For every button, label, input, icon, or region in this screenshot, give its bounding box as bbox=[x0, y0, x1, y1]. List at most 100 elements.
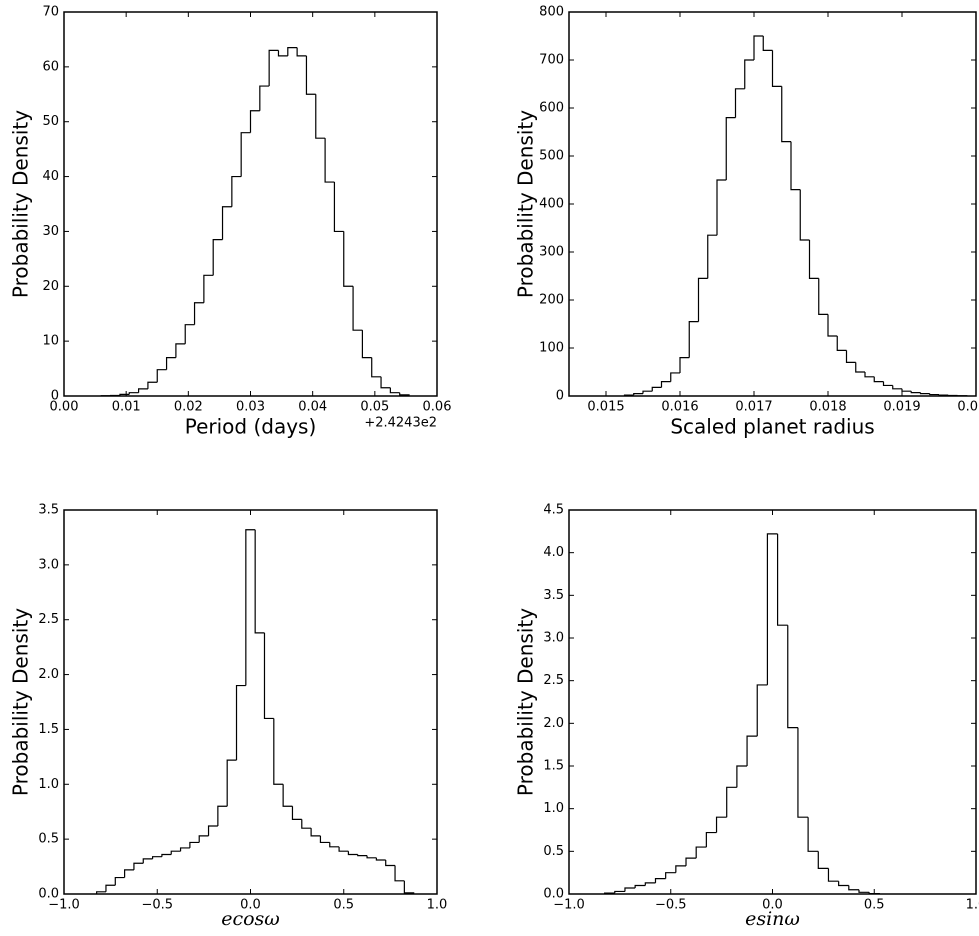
histogram-step bbox=[357, 854, 368, 857]
y-tick-label: 10 bbox=[42, 334, 59, 349]
y-axis-label: Probability Density bbox=[514, 608, 538, 796]
histogram-step bbox=[848, 885, 859, 891]
x-axis-label: esinω bbox=[745, 908, 800, 930]
y-tick-label: 500 bbox=[539, 149, 564, 164]
histogram-step bbox=[725, 117, 736, 180]
x-tick-label: 0.02 bbox=[174, 400, 203, 415]
histogram-step bbox=[665, 872, 676, 879]
histogram-step bbox=[151, 856, 162, 859]
histogram-step bbox=[624, 887, 636, 892]
histogram-step bbox=[133, 862, 144, 870]
histogram-step bbox=[375, 857, 386, 861]
x-tick-label: 0.0 bbox=[240, 898, 261, 913]
histogram-step bbox=[235, 684, 246, 761]
y-tick-label: 1.0 bbox=[543, 801, 564, 816]
y-axis-label: Probability Density bbox=[514, 110, 538, 298]
histogram-step bbox=[221, 206, 232, 240]
y-tick-label: 2.0 bbox=[38, 667, 59, 682]
y-tick-label: 3.0 bbox=[543, 631, 564, 646]
histogram-step bbox=[287, 47, 298, 56]
histogram-step bbox=[245, 529, 256, 686]
y-tick-label: 400 bbox=[539, 197, 564, 212]
histogram-step bbox=[389, 387, 400, 394]
histogram-step bbox=[385, 859, 396, 867]
histogram-step bbox=[799, 189, 810, 241]
histogram-step bbox=[179, 847, 190, 852]
histogram-step bbox=[352, 286, 363, 331]
x-tick-label: 0.05 bbox=[360, 400, 389, 415]
x-tick-label: 0.04 bbox=[298, 400, 327, 415]
histogram-step bbox=[138, 388, 148, 393]
y-tick-label: 3.0 bbox=[38, 557, 59, 572]
histogram-step bbox=[734, 88, 745, 118]
histogram-step bbox=[910, 391, 921, 394]
histogram-step bbox=[614, 890, 625, 894]
histogram-step bbox=[781, 86, 791, 143]
y-tick-label: 40 bbox=[42, 169, 59, 184]
x-tick-label: 0.0 bbox=[762, 898, 783, 913]
x-tick-label: 0.01 bbox=[112, 400, 141, 415]
histogram-step bbox=[753, 35, 764, 60]
y-tick-label: 2.5 bbox=[38, 612, 59, 627]
y-axis-label: Probability Density bbox=[9, 110, 33, 298]
y-tick-label: 3.5 bbox=[543, 588, 564, 603]
histogram-step bbox=[380, 376, 391, 389]
y-tick-label: 1.5 bbox=[38, 722, 59, 737]
histogram-step bbox=[797, 727, 809, 818]
x-tick-label: 1.0 bbox=[966, 898, 979, 913]
x-tick-label: 0.03 bbox=[236, 400, 265, 415]
histogram-step bbox=[697, 277, 708, 322]
x-axis-label: Scaled planet radius bbox=[670, 415, 874, 439]
histogram-step bbox=[114, 876, 125, 886]
histogram-step bbox=[291, 806, 302, 820]
y-tick-label: 3.5 bbox=[38, 503, 59, 518]
histogram-step bbox=[807, 817, 819, 852]
offset-text: +2.4243e2 bbox=[364, 416, 437, 431]
histogram-step bbox=[845, 350, 856, 363]
histogram-step bbox=[268, 49, 279, 87]
histogram-step bbox=[707, 234, 717, 279]
y-tick-label: 800 bbox=[539, 5, 564, 20]
x-tick-label: 0.06 bbox=[423, 400, 452, 415]
y-tick-label: 0.5 bbox=[38, 832, 59, 847]
y-tick-label: 2.0 bbox=[543, 716, 564, 731]
histogram-step bbox=[642, 390, 653, 394]
histogram-step bbox=[249, 110, 260, 133]
y-tick-label: 4.0 bbox=[543, 545, 564, 560]
histogram-step bbox=[651, 386, 662, 392]
histogram-step bbox=[226, 759, 237, 807]
x-tick-label: 0.019 bbox=[883, 400, 920, 415]
histogram-step bbox=[776, 533, 788, 626]
histogram-step bbox=[855, 362, 865, 373]
histogram-step bbox=[212, 239, 223, 276]
x-tick-label: 0.015 bbox=[587, 400, 624, 415]
histogram-step bbox=[762, 36, 773, 51]
histogram-step bbox=[403, 880, 415, 894]
histogram-step bbox=[919, 392, 930, 395]
histogram-step bbox=[892, 385, 902, 390]
y-tick-label: 600 bbox=[539, 101, 564, 116]
histogram-step bbox=[644, 882, 656, 886]
axes-frame bbox=[568, 509, 977, 895]
histogram-step bbox=[193, 302, 204, 325]
x-tick-label: −1.0 bbox=[48, 898, 80, 913]
x-tick-label: 0.017 bbox=[735, 400, 772, 415]
histogram-step bbox=[716, 179, 727, 236]
histogram-step bbox=[161, 853, 172, 857]
histogram-step bbox=[333, 182, 344, 233]
y-tick-label: 70 bbox=[42, 5, 59, 20]
histogram-step bbox=[726, 786, 737, 818]
y-tick-label: 30 bbox=[42, 224, 59, 239]
x-tick-label: 0.018 bbox=[809, 400, 846, 415]
histogram-step bbox=[156, 369, 167, 383]
histogram-step bbox=[670, 372, 680, 382]
histogram-step bbox=[301, 819, 312, 829]
histogram-step bbox=[217, 805, 228, 826]
y-tick-label: 300 bbox=[539, 245, 564, 260]
axes-frame bbox=[63, 509, 438, 895]
y-tick-label: 100 bbox=[539, 341, 564, 356]
histogram-step bbox=[124, 869, 134, 878]
histogram-step bbox=[873, 376, 884, 383]
x-tick-label: 0.020 bbox=[957, 400, 979, 415]
histogram-step bbox=[736, 765, 748, 788]
